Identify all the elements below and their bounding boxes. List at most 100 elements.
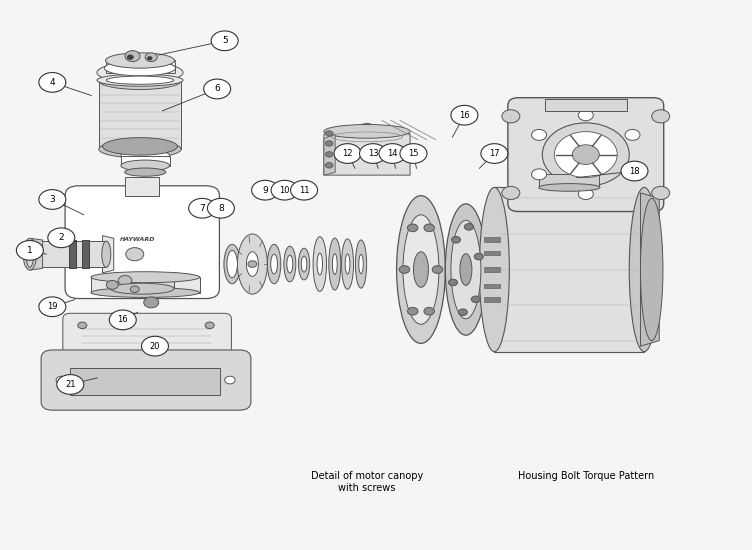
- Ellipse shape: [227, 250, 238, 278]
- Polygon shape: [125, 177, 159, 196]
- Circle shape: [77, 322, 86, 329]
- Text: 8: 8: [218, 204, 224, 213]
- Ellipse shape: [238, 234, 268, 294]
- Circle shape: [248, 261, 257, 267]
- FancyBboxPatch shape: [65, 186, 220, 299]
- Text: 1: 1: [27, 246, 33, 255]
- Text: 16: 16: [117, 315, 128, 324]
- Circle shape: [17, 240, 44, 260]
- Circle shape: [625, 169, 640, 180]
- Bar: [484, 251, 500, 255]
- Ellipse shape: [102, 138, 177, 155]
- Polygon shape: [121, 156, 170, 166]
- Bar: [484, 267, 500, 272]
- Circle shape: [424, 307, 435, 315]
- Circle shape: [379, 144, 406, 163]
- Circle shape: [189, 199, 216, 218]
- Text: 18: 18: [629, 167, 640, 175]
- Polygon shape: [494, 188, 644, 351]
- Circle shape: [39, 190, 66, 210]
- Circle shape: [208, 199, 235, 218]
- Polygon shape: [32, 241, 106, 267]
- Ellipse shape: [99, 140, 181, 158]
- Text: 9: 9: [262, 186, 268, 195]
- Circle shape: [118, 276, 132, 285]
- Circle shape: [532, 169, 547, 180]
- Polygon shape: [110, 278, 174, 289]
- Text: 15: 15: [408, 149, 419, 158]
- Circle shape: [326, 152, 333, 157]
- Circle shape: [472, 296, 481, 303]
- Circle shape: [144, 297, 159, 308]
- Ellipse shape: [106, 76, 174, 84]
- Polygon shape: [324, 123, 410, 175]
- Ellipse shape: [629, 188, 660, 351]
- Circle shape: [145, 53, 157, 62]
- Circle shape: [652, 186, 670, 200]
- Circle shape: [554, 131, 617, 178]
- Circle shape: [432, 266, 443, 273]
- Circle shape: [326, 163, 333, 168]
- Ellipse shape: [121, 150, 170, 162]
- Ellipse shape: [317, 253, 323, 275]
- Ellipse shape: [359, 255, 363, 274]
- Circle shape: [39, 297, 66, 317]
- Circle shape: [408, 224, 418, 232]
- Ellipse shape: [356, 240, 367, 288]
- Text: 6: 6: [214, 85, 220, 94]
- Circle shape: [141, 336, 168, 356]
- Ellipse shape: [451, 221, 481, 319]
- Circle shape: [542, 123, 629, 186]
- Text: 3: 3: [50, 195, 55, 204]
- Ellipse shape: [271, 254, 277, 274]
- Circle shape: [109, 310, 136, 329]
- Ellipse shape: [396, 196, 445, 343]
- Text: 5: 5: [222, 36, 228, 45]
- Circle shape: [578, 189, 593, 200]
- Circle shape: [57, 375, 83, 394]
- Text: 19: 19: [47, 302, 58, 311]
- Circle shape: [252, 180, 278, 200]
- Bar: [82, 240, 89, 268]
- Circle shape: [334, 144, 361, 163]
- Circle shape: [271, 180, 298, 200]
- Text: 13: 13: [368, 149, 378, 158]
- FancyBboxPatch shape: [41, 350, 251, 410]
- Circle shape: [225, 376, 235, 384]
- Circle shape: [578, 110, 593, 120]
- Text: 14: 14: [387, 149, 398, 158]
- Circle shape: [475, 254, 484, 260]
- Circle shape: [326, 141, 333, 146]
- Circle shape: [147, 57, 152, 60]
- Circle shape: [39, 73, 66, 92]
- Circle shape: [502, 110, 520, 123]
- Ellipse shape: [641, 199, 663, 340]
- Ellipse shape: [111, 283, 174, 294]
- Polygon shape: [324, 134, 335, 175]
- Ellipse shape: [324, 124, 410, 138]
- Circle shape: [459, 309, 468, 316]
- Polygon shape: [106, 60, 175, 73]
- Circle shape: [126, 248, 144, 261]
- Text: Housing Bolt Torque Pattern: Housing Bolt Torque Pattern: [517, 471, 654, 481]
- Polygon shape: [91, 277, 200, 293]
- Circle shape: [465, 223, 474, 230]
- Circle shape: [106, 280, 118, 289]
- Circle shape: [211, 31, 238, 51]
- Text: 16: 16: [459, 111, 470, 120]
- Circle shape: [125, 51, 140, 62]
- Circle shape: [451, 106, 478, 125]
- FancyBboxPatch shape: [508, 98, 664, 212]
- Circle shape: [326, 131, 333, 136]
- Text: 12: 12: [342, 149, 353, 158]
- Ellipse shape: [97, 74, 183, 86]
- Circle shape: [448, 279, 457, 286]
- Ellipse shape: [332, 254, 337, 274]
- Ellipse shape: [268, 244, 280, 284]
- Circle shape: [408, 307, 418, 315]
- Circle shape: [204, 79, 231, 99]
- Circle shape: [127, 55, 133, 59]
- Polygon shape: [99, 81, 181, 149]
- Text: 20: 20: [150, 342, 160, 351]
- Ellipse shape: [329, 238, 341, 290]
